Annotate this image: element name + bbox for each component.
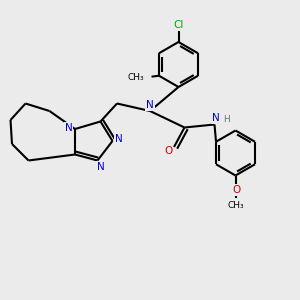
Text: H: H — [223, 116, 230, 124]
Text: O: O — [164, 146, 173, 156]
Text: Cl: Cl — [173, 20, 184, 30]
Text: N: N — [146, 100, 154, 110]
Text: CH₃: CH₃ — [128, 73, 144, 82]
Text: N: N — [212, 113, 220, 123]
Text: N: N — [115, 134, 123, 145]
Text: N: N — [97, 161, 104, 172]
Text: O: O — [232, 185, 240, 195]
Text: N: N — [64, 123, 72, 133]
Text: CH₃: CH₃ — [227, 201, 244, 210]
